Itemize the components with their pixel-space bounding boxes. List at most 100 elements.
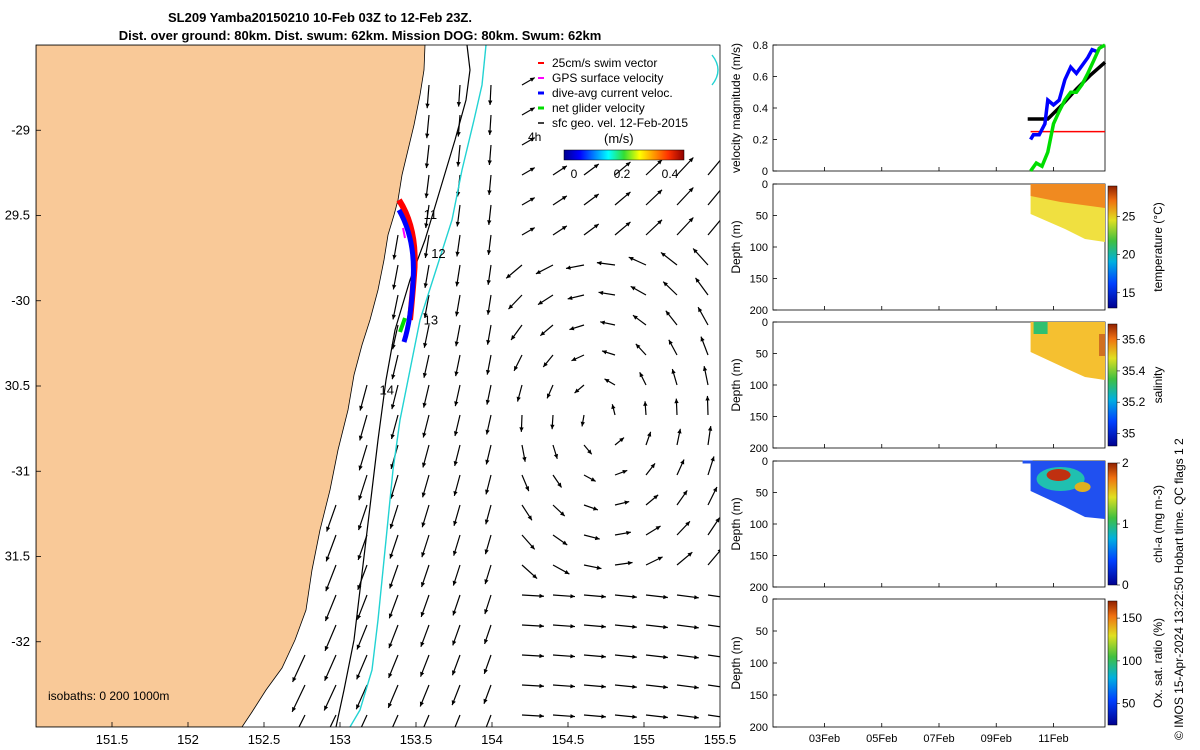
current-vector [707, 714, 720, 718]
x-tick-label: 154 [481, 732, 503, 747]
current-vector-head [389, 583, 394, 589]
current-vector-head [593, 193, 599, 199]
current-vector-head [452, 730, 456, 735]
current-vector-head [453, 431, 459, 437]
current-vector-head [391, 314, 397, 320]
current-vector-head [580, 421, 585, 427]
current-vector-head [455, 251, 460, 257]
current-vector-head [358, 465, 363, 471]
current-vector-head [650, 463, 656, 469]
x-tick-label: 11Feb [1038, 733, 1068, 745]
isobaths-label: isobaths: 0 200 1000m [48, 689, 169, 703]
current-vector-head [392, 254, 397, 260]
current-vector-head [632, 684, 637, 689]
current-vector-head [677, 428, 682, 434]
current-vector-head [532, 573, 538, 579]
current-vector-head [388, 733, 392, 738]
current-vector-head [425, 103, 430, 109]
current-vector-head [630, 286, 636, 291]
current-vector-head [514, 365, 519, 371]
x-tick-label: 154.5 [552, 732, 585, 747]
current-vector-head [596, 565, 602, 570]
current-vector-head [628, 257, 634, 261]
current-vector-head [663, 281, 668, 287]
current-vector-head [388, 643, 393, 649]
current-vector-head [422, 432, 427, 438]
current-vector-head [486, 339, 491, 345]
current-vector [324, 654, 337, 681]
velocity-series-line [1029, 47, 1098, 141]
current-vector-head [453, 461, 458, 466]
current-vector-head [663, 624, 668, 630]
current-vector-head [698, 307, 703, 313]
current-vector-head [632, 594, 637, 599]
current-vector-head [598, 290, 604, 296]
y-tick-label: 100 [750, 242, 768, 254]
current-vector-head [525, 486, 530, 492]
y-tick-label: 200 [750, 722, 768, 734]
colorbar-tick-label: 0.2 [614, 167, 631, 181]
current-vector-head [632, 654, 637, 659]
track-day-label: 11 [424, 207, 438, 222]
current-vector-head [484, 579, 489, 585]
current-vector-head [359, 405, 364, 411]
legend-entry: GPS surface velocity [552, 71, 663, 85]
chart-subtitle: Dist. over ground: 80km. Dist. swum: 62k… [118, 28, 602, 43]
current-vector-head [454, 371, 459, 377]
current-vector-head [602, 350, 607, 355]
y-tick-label: 0.4 [753, 103, 768, 115]
current-vector-head [700, 336, 705, 342]
current-vector-head [484, 519, 490, 525]
colorbar-tick-label: 20 [1122, 248, 1136, 262]
current-vector-head [569, 326, 575, 331]
current-vector-head [423, 342, 428, 348]
current-vector-head [390, 434, 395, 440]
map-axes: 151.5 152 152.5 153 153.5 154 154.5 155 155.5 -29… [5, 122, 737, 747]
current-vector-head [529, 167, 535, 172]
current-vector-head [452, 580, 457, 586]
current-vector-head [561, 225, 567, 231]
current-vector-head [421, 492, 426, 498]
current-vector-head [694, 625, 699, 630]
current-vector-head [600, 320, 606, 325]
x-tick-label: 03Feb [809, 733, 840, 745]
current-vector-head [571, 356, 577, 361]
y-tick-label: 100 [750, 658, 768, 670]
y-tick-label: 50 [756, 349, 768, 361]
current-vector-head [712, 486, 717, 492]
net-velocity-track [398, 317, 407, 333]
current-vector-head [455, 221, 461, 227]
colorbar [1107, 185, 1118, 309]
panel-ylabel: Depth (m) [729, 220, 743, 273]
current-vector-head [324, 645, 329, 651]
colorbar-label: temperature (°C) [1151, 202, 1165, 292]
current-vector-head [567, 295, 573, 300]
current-vector-head [653, 494, 659, 500]
current-vector-head [660, 252, 666, 257]
current-vector-head [694, 595, 699, 600]
section-data [1046, 469, 1071, 481]
current-vector-head [657, 189, 663, 195]
panel-ylabel: Depth (m) [729, 497, 743, 550]
current-vector-head [356, 644, 361, 650]
current-vector-head [485, 399, 490, 405]
current-vector-head [635, 343, 641, 349]
current-vector-head [484, 609, 489, 615]
current-vector-head [358, 495, 363, 501]
current-vector-head [357, 614, 362, 620]
current-vector-head [622, 469, 628, 475]
current-vector-head [392, 284, 397, 290]
y-tick-label: 0.8 [753, 40, 768, 52]
map-panel: 151.5 152 152.5 153 153.5 154 154.5 155 155.5 -29… [5, 44, 737, 747]
y-tick-label: 200 [750, 305, 768, 317]
x-tick-label: 151.5 [96, 732, 129, 747]
current-vector-head [570, 684, 575, 689]
y-tick-label: 200 [750, 443, 768, 455]
current-vector-head [389, 523, 394, 529]
current-vector-head [688, 217, 694, 223]
current-vector-head [516, 396, 521, 402]
current-vector [325, 534, 337, 562]
current-vector-head [485, 369, 491, 375]
x-tick-label: 155.5 [704, 732, 737, 747]
current-vector-head [487, 160, 492, 165]
